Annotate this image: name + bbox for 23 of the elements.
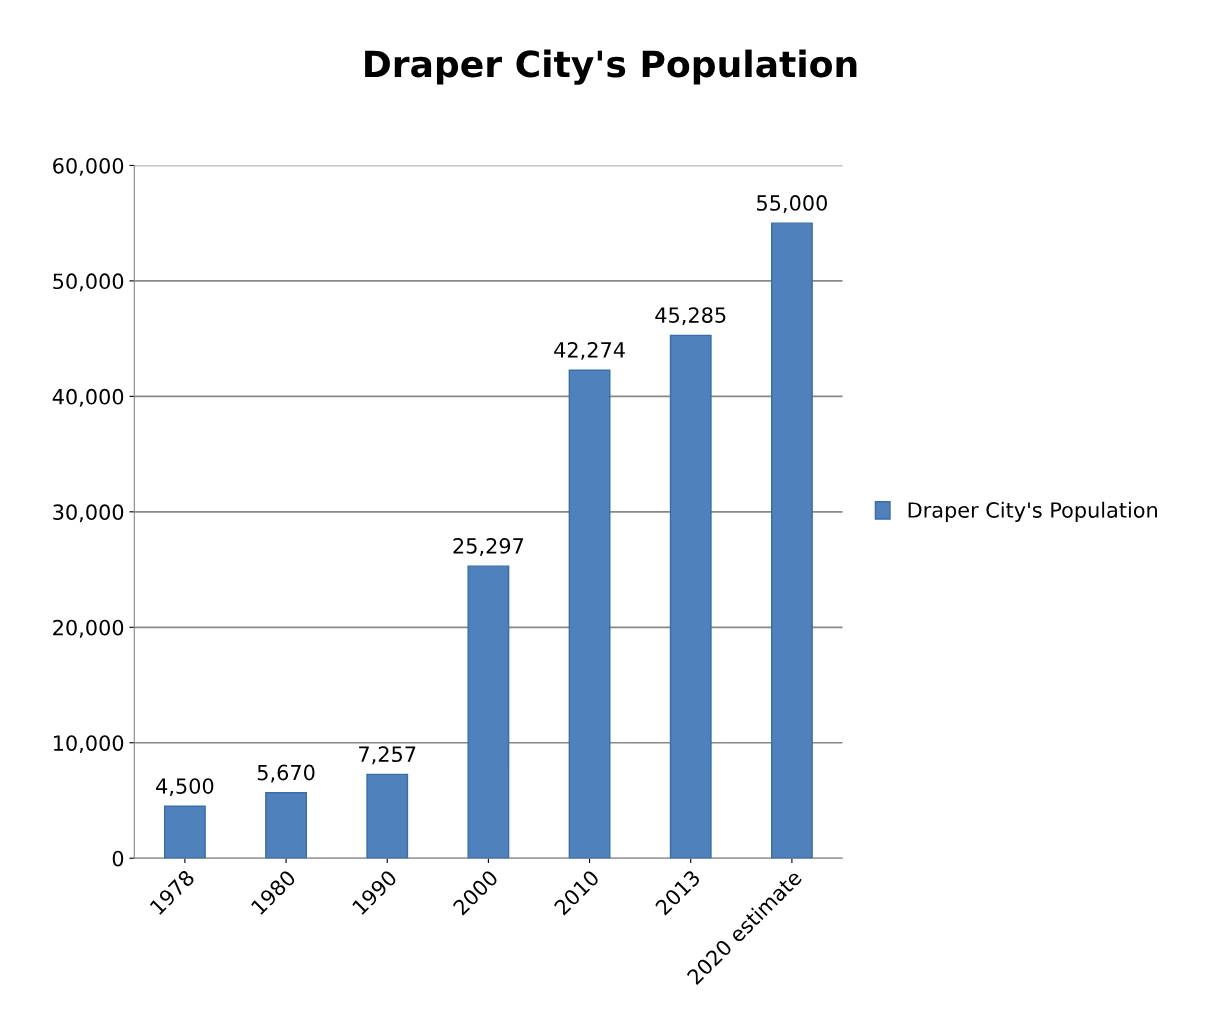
- y-tick-label: 60,000: [53, 157, 124, 176]
- y-tick-label: 50,000: [53, 273, 124, 292]
- y-tick-label: 20,000: [53, 619, 124, 638]
- y-tick-label: 10,000: [53, 735, 124, 754]
- bar: [163, 805, 206, 859]
- bar: [467, 565, 510, 859]
- y-tick-label: 40,000: [52, 388, 124, 407]
- bar: [669, 334, 712, 859]
- bar: [366, 773, 409, 859]
- legend-label: Draper City's Population: [908, 501, 1157, 522]
- data-label: 5,670: [257, 764, 315, 783]
- bar: [770, 222, 813, 859]
- data-label: 45,285: [655, 307, 726, 326]
- y-tick-label: 0: [112, 850, 124, 867]
- bar: [265, 792, 307, 859]
- data-label: 7,257: [359, 746, 416, 765]
- bar: [568, 369, 611, 859]
- y-tick-label: 30,000: [53, 504, 124, 523]
- data-label: 4,500: [156, 778, 214, 797]
- data-label: 55,000: [757, 195, 827, 213]
- data-label: 25,297: [453, 538, 524, 556]
- data-label: 42,274: [554, 341, 625, 360]
- chart-title: Draper City's Population: [365, 49, 857, 85]
